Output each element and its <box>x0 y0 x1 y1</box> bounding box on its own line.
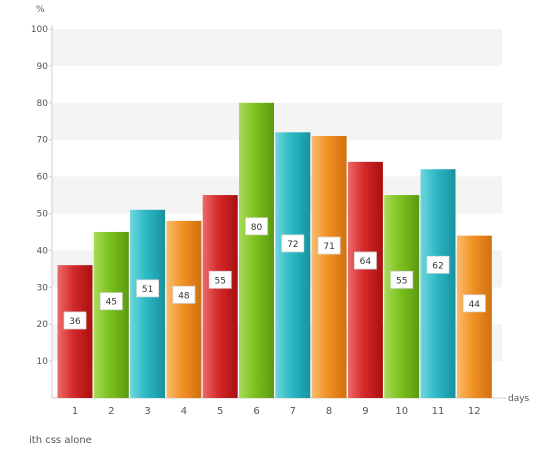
data-label-box <box>390 270 414 289</box>
data-label-box <box>99 292 123 311</box>
bar <box>202 195 238 398</box>
bar <box>456 235 492 398</box>
bar <box>384 195 420 398</box>
data-label-box <box>281 234 305 253</box>
data-label-box <box>136 279 160 298</box>
data-label-box <box>245 217 268 236</box>
data-label: 48 <box>178 291 190 301</box>
x-tick-label: 11 <box>432 406 445 417</box>
bar <box>420 169 456 398</box>
x-tick-label: 5 <box>217 406 223 417</box>
data-label: 64 <box>360 257 372 267</box>
y-tick-label: 100 <box>31 25 48 35</box>
data-label: 45 <box>106 298 117 308</box>
y-tick-label: 10 <box>37 357 49 367</box>
bar <box>166 220 202 398</box>
data-label: 36 <box>69 317 81 327</box>
y-tick-label: 20 <box>37 320 49 330</box>
data-label: 55 <box>396 276 407 286</box>
data-label: 55 <box>214 276 225 286</box>
x-tick-label: 1 <box>72 406 78 417</box>
bar <box>93 231 129 398</box>
x-tick-label: 3 <box>144 406 150 417</box>
bar <box>130 209 166 398</box>
bar <box>275 132 311 398</box>
x-tick-label: 12 <box>468 406 481 417</box>
data-label: 72 <box>287 240 298 250</box>
data-label-box <box>426 255 450 274</box>
data-label: 44 <box>469 300 481 310</box>
data-label-box <box>317 236 341 255</box>
data-label: 51 <box>142 285 153 295</box>
grid-band <box>52 29 502 66</box>
caption-text: ith css alone <box>29 435 92 446</box>
x-tick-label: 7 <box>290 406 296 417</box>
x-tick-label: 4 <box>181 406 187 417</box>
x-tick-label: 2 <box>108 406 114 417</box>
y-tick-label: 90 <box>37 62 49 72</box>
data-label: 62 <box>432 261 443 271</box>
y-tick-label: 80 <box>37 99 49 109</box>
data-label: 80 <box>251 223 263 233</box>
data-label-box <box>208 270 232 289</box>
y-axis-unit-label: % <box>36 5 45 15</box>
y-tick-label: 40 <box>37 246 49 256</box>
data-label-box <box>63 311 87 330</box>
y-tick-label: 50 <box>37 210 49 220</box>
y-tick-label: 70 <box>37 136 49 146</box>
bar <box>347 161 383 398</box>
data-label: 71 <box>323 242 334 252</box>
x-tick-label: 8 <box>326 406 332 417</box>
x-axis-unit-label: days <box>508 394 530 404</box>
bars <box>57 102 492 399</box>
data-label-box <box>172 285 196 304</box>
x-tick-label: 10 <box>395 406 408 417</box>
bar <box>239 102 274 399</box>
bar <box>311 136 347 398</box>
y-tick-label: 30 <box>37 283 49 293</box>
x-tick-label: 9 <box>362 406 368 417</box>
y-tick-label: 60 <box>37 173 49 183</box>
x-tick-label: 6 <box>253 406 259 417</box>
data-label-box <box>353 251 377 270</box>
data-label-box <box>462 294 486 313</box>
bar <box>57 265 93 398</box>
